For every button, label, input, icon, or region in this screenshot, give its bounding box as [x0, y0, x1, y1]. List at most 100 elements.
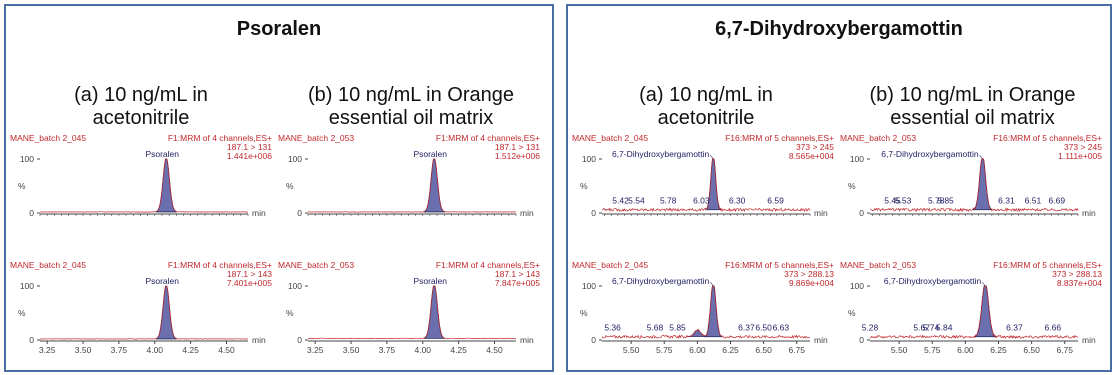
y-axis-label: %	[580, 308, 588, 318]
x-tick-label: 4.00	[414, 345, 431, 355]
peak-area	[704, 285, 723, 338]
y-max-label: 100	[288, 154, 302, 164]
retention-time-label: 5.85	[937, 195, 954, 205]
x-tick-label: 4.25	[182, 345, 199, 355]
column-title-line1: (b) 10 ng/mL in Orange	[307, 84, 515, 106]
column-title-a: (a) 10 ng/mL in acetonitrile	[16, 84, 266, 130]
function-label: F1:MRM of 4 channels,ES+	[436, 260, 540, 270]
peak-area	[155, 158, 177, 213]
chromatogram: MANE_batch 2_045 F1:MRM of 4 channels,ES+…	[10, 260, 272, 355]
retention-time-label: 6.37	[1006, 322, 1023, 332]
chromatogram: MANE_batch 2_045 F16:MRM of 5 channels,ES…	[572, 260, 834, 355]
chromatogram-trace	[307, 158, 517, 213]
retention-time-label: 5.67	[913, 322, 930, 332]
sample-name: MANE_batch 2_045	[572, 133, 648, 143]
intensity-label: 7.401e+005	[227, 278, 272, 288]
intensity-label: 1.111e+005	[1058, 151, 1102, 161]
x-tick-label: 5.50	[623, 345, 640, 355]
transition-label: 373 > 288.13	[1052, 269, 1102, 279]
transition-label: 187.1 > 131	[495, 142, 540, 152]
sample-name: MANE_batch 2_045	[10, 133, 86, 143]
x-tick-label: 4.50	[218, 345, 235, 355]
transition-label: 373 > 245	[1064, 142, 1102, 152]
chromatogram-trace	[869, 158, 1079, 213]
x-tick-label: 6.75	[1056, 345, 1073, 355]
peak-label: 6,7-Dihydroxybergamottin	[612, 149, 710, 159]
x-tick-label: 6.75	[788, 345, 805, 355]
retention-time-label: 6.37	[738, 322, 755, 332]
column-title-a: (a) 10 ng/mL in acetonitrile	[576, 84, 836, 130]
x-tick-label: 6.25	[722, 345, 739, 355]
peak-label: Psoralen	[413, 276, 447, 286]
intensity-label: 8.565e+004	[789, 151, 834, 161]
x-tick-label: 5.75	[924, 345, 941, 355]
y-axis-label: %	[286, 181, 294, 191]
transition-label: 187.1 > 143	[495, 269, 540, 279]
y-max-label: 100	[850, 154, 864, 164]
column-title-line2: essential oil matrix	[890, 107, 1055, 129]
retention-time-label: 5.28	[862, 322, 879, 332]
y-min-label: 0	[29, 335, 34, 345]
panel-dihydroxybergamottin: 6,7-Dihydroxybergamottin (a) 10 ng/mL in…	[566, 4, 1112, 372]
retention-time-label: 5.53	[895, 195, 912, 205]
x-tick-label: 6.00	[957, 345, 974, 355]
x-tick-label: 3.50	[343, 345, 360, 355]
y-max-label: 100	[582, 281, 596, 291]
column-title-line1: (a) 10 ng/mL in	[639, 84, 773, 106]
transition-label: 373 > 288.13	[784, 269, 834, 279]
x-tick-label: 6.50	[1023, 345, 1040, 355]
x-unit-label: min	[1082, 335, 1096, 345]
function-label: F1:MRM of 4 channels,ES+	[168, 133, 272, 143]
intensity-label: 9.869e+004	[789, 278, 834, 288]
retention-time-label: 5.84	[936, 322, 953, 332]
retention-time-label: 6.51	[1025, 195, 1042, 205]
retention-time-label: 6.69	[1049, 195, 1066, 205]
peak-label: Psoralen	[145, 149, 179, 159]
peak-label: 6,7-Dihydroxybergamottin	[884, 276, 982, 286]
peak-area	[972, 158, 993, 211]
sample-name: MANE_batch 2_053	[278, 260, 354, 270]
y-max-label: 100	[582, 154, 596, 164]
column-title-line1: (b) 10 ng/mL in Orange	[869, 84, 1076, 106]
y-axis-label: %	[18, 308, 26, 318]
chromatogram-trace	[40, 158, 249, 213]
retention-time-label: 5.74	[923, 322, 940, 332]
peak-area	[155, 285, 177, 340]
column-title-line1: (a) 10 ng/mL in	[74, 84, 208, 106]
chromatogram-trace	[601, 158, 811, 213]
x-unit-label: min	[1082, 208, 1096, 218]
intensity-label: 1.441e+006	[227, 151, 272, 161]
y-min-label: 0	[591, 208, 596, 218]
y-max-label: 100	[20, 281, 34, 291]
peak-area	[974, 285, 997, 338]
retention-time-label: 6.59	[767, 195, 784, 205]
x-unit-label: min	[814, 208, 828, 218]
retention-time-label: 5.78	[660, 195, 677, 205]
x-tick-label: 3.75	[111, 345, 128, 355]
retention-time-label: 5.78	[928, 195, 945, 205]
column-title-line2: acetonitrile	[92, 107, 190, 129]
function-label: F1:MRM of 4 channels,ES+	[436, 133, 540, 143]
x-tick-label: 4.00	[146, 345, 163, 355]
y-axis-label: %	[848, 181, 856, 191]
retention-time-label: 5.42	[612, 195, 629, 205]
panel-psoralen: Psoralen (a) 10 ng/mL in acetonitrile (b…	[4, 4, 554, 372]
y-min-label: 0	[297, 208, 302, 218]
y-max-label: 100	[20, 154, 34, 164]
peak-area	[423, 158, 445, 213]
y-max-label: 100	[850, 281, 864, 291]
retention-time-label: 5.85	[669, 322, 686, 332]
column-title-b: (b) 10 ng/mL in Orange essential oil mat…	[840, 84, 1105, 130]
x-tick-label: 5.75	[656, 345, 673, 355]
y-min-label: 0	[859, 208, 864, 218]
peak-label: 6,7-Dihydroxybergamottin	[612, 276, 710, 286]
x-tick-label: 3.25	[307, 345, 324, 355]
retention-time-label: 5.45	[884, 195, 901, 205]
retention-time-label: 6.31	[998, 195, 1015, 205]
retention-time-label: 6.50	[755, 322, 772, 332]
function-label: F16:MRM of 5 channels,ES+	[725, 133, 834, 143]
column-title-b: (b) 10 ng/mL in Orange essential oil mat…	[276, 84, 546, 130]
peak-label: 6,7-Dihydroxybergamottin	[881, 149, 979, 159]
y-axis-label: %	[580, 181, 588, 191]
chromatogram: MANE_batch 2_053 F1:MRM of 4 channels,ES+…	[278, 133, 540, 218]
